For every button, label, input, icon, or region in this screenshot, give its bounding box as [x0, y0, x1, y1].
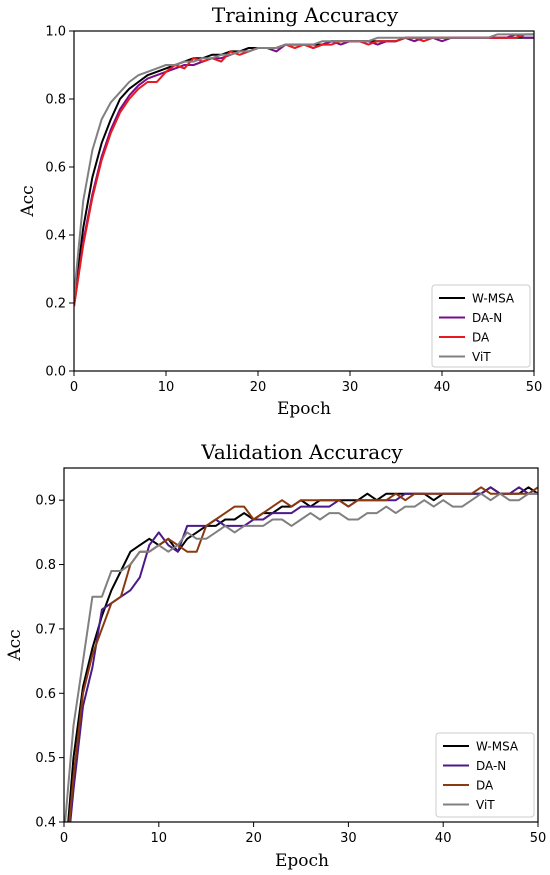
y-tick-label: 0.4 [45, 229, 66, 244]
x-tick-label: 10 [158, 380, 175, 395]
x-tick-label: 20 [245, 831, 262, 846]
y-axis-label: Acc [5, 629, 25, 661]
y-tick-label: 0.9 [35, 494, 56, 509]
x-axis-ticks: 0 10 20 30 40 50 [70, 371, 542, 395]
x-tick-label: 40 [434, 380, 451, 395]
legend-label: W-MSA [472, 292, 515, 306]
x-tick-label: 10 [151, 831, 168, 846]
legend: W-MSA DA-N DA ViT [435, 732, 535, 818]
legend-box [435, 732, 535, 818]
x-tick-label: 0 [60, 831, 68, 846]
y-axis-ticks: 0.0 0.2 0.4 0.6 0.8 1.0 [45, 25, 74, 380]
y-tick-label: 0.6 [45, 161, 66, 176]
validation-accuracy-chart: Validation Accuracy 0 10 20 30 40 50 0.40.50.… [5, 440, 546, 871]
x-axis-ticks: 0 10 20 30 40 50 [60, 822, 546, 846]
y-tick-label: 0.5 [35, 751, 56, 766]
legend-label: ViT [476, 798, 495, 812]
series-line-da-n [74, 33, 534, 307]
x-tick-label: 30 [342, 380, 359, 395]
y-tick-label: 0.2 [45, 297, 66, 312]
series-lines [64, 486, 538, 822]
chart-title: Validation Accuracy [200, 440, 403, 464]
y-axis-ticks: 0.4 0.5 0.6 0.7 0.8 0.9 [35, 494, 64, 831]
legend-label: DA [476, 779, 494, 793]
x-tick-label: 20 [250, 380, 267, 395]
y-tick-label: 0.7 [35, 622, 56, 637]
y-axis-label: Acc [18, 185, 38, 217]
series-line-vit [74, 33, 534, 297]
y-tick-label: 0.8 [45, 93, 66, 108]
legend-label: DA-N [476, 759, 506, 773]
y-tick-label: 0.0 [45, 365, 66, 380]
legend: W-MSA DA-N DA ViT [431, 284, 531, 368]
legend-label: W-MSA [476, 740, 519, 754]
plot-frame [63, 467, 539, 823]
series-line-w-msa [74, 36, 534, 304]
chart-title: Training Accuracy [212, 3, 399, 27]
y-tick-label: 0.4 [35, 816, 56, 831]
x-tick-label: 50 [530, 831, 547, 846]
training-accuracy-chart: Training Accuracy 0 10 20 30 40 50 0.00.20.40… [18, 3, 542, 419]
legend-box [431, 284, 531, 368]
y-tick-label: 0.6 [35, 687, 56, 702]
x-tick-label: 30 [340, 831, 357, 846]
x-tick-label: 50 [526, 380, 543, 395]
y-tick-label: 0.8 [35, 558, 56, 573]
legend-label: DA-N [472, 311, 502, 325]
plot-frame [73, 30, 535, 372]
series-line-da [74, 33, 534, 307]
series-line-vit [64, 492, 538, 822]
legend-label: DA [472, 331, 490, 345]
x-tick-label: 40 [435, 831, 452, 846]
x-axis-label: Epoch [275, 851, 329, 871]
legend-label: ViT [472, 350, 491, 364]
y-tick-label: 1.0 [45, 25, 66, 40]
series-lines [74, 33, 534, 307]
x-tick-label: 0 [70, 380, 78, 395]
x-axis-label: Epoch [277, 399, 331, 419]
